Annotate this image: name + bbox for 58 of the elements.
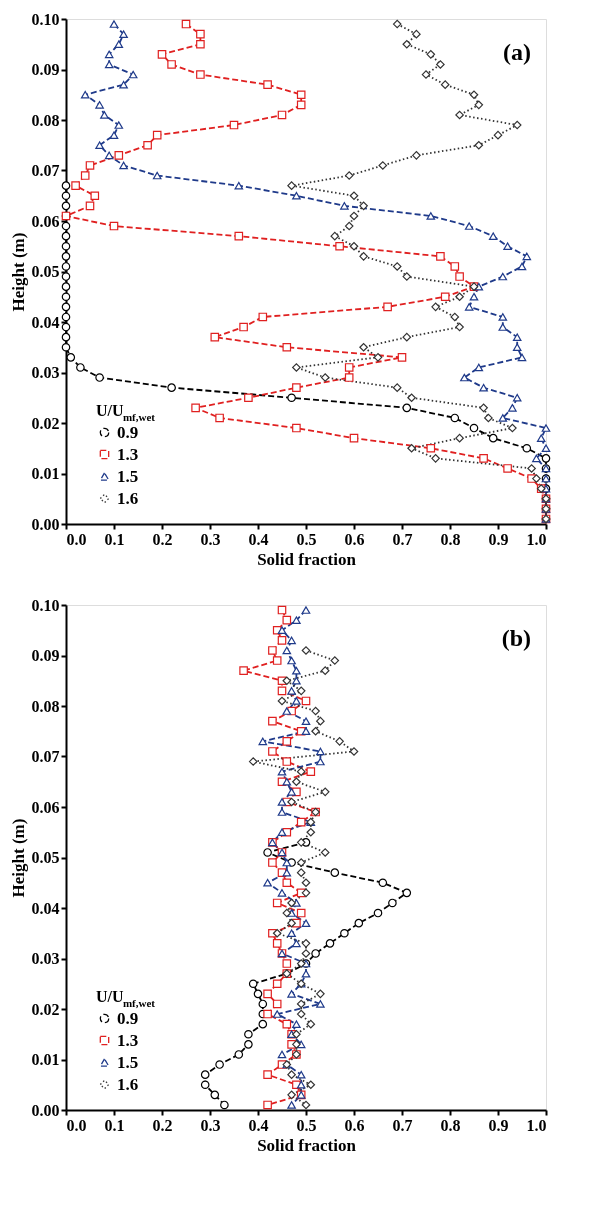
x-tick-label: 0.5 [296,530,317,548]
legend-label: 0.9 [117,422,139,442]
y-tick-label: 0.00 [31,1101,60,1119]
x-tick-label: 0.2 [152,1116,173,1134]
x-axis-title: Solid fraction [257,1135,357,1155]
y-tick-label: 0.05 [31,263,60,280]
x-tick-label: 0.6 [344,1116,365,1134]
y-axis-title: Height (m) [8,232,28,312]
y-tick-label: 0.06 [31,798,60,816]
x-tick-label: 0.3 [200,1116,221,1134]
y-tick-label: 0.07 [31,748,60,765]
x-tick-label: 0.3 [200,530,221,548]
y-tick-label: 0.02 [31,1000,60,1018]
annotation: (a) [503,39,531,65]
x-tick-label: 1.0 [526,1116,547,1134]
y-tick-label: 0.04 [31,899,60,917]
y-tick-label: 0.03 [31,950,60,967]
y-tick-label: 0.02 [31,414,60,432]
annotation: (b) [501,625,531,651]
x-tick-label: 0.0 [66,1116,87,1134]
y-tick-label: 0.06 [31,212,60,230]
x-tick-label: 0.7 [392,530,413,548]
x-tick-label: 0.4 [248,1116,269,1134]
x-tick-label: 0.0 [66,530,87,548]
y-tick-label: 0.10 [31,596,60,614]
x-tick-label: 0.5 [296,1116,317,1134]
y-tick-label: 0.01 [31,1051,60,1068]
x-axis-title: Solid fraction [257,549,357,569]
y-tick-label: 0.08 [31,697,60,715]
x-tick-label: 0.1 [104,1116,125,1134]
y-tick-label: 0.00 [31,515,60,533]
legend-label: 1.3 [117,444,139,464]
legend-label: 1.6 [117,488,139,508]
legend-label: 1.6 [117,1074,139,1094]
x-tick-label: 0.4 [248,530,269,548]
y-tick-label: 0.08 [31,111,60,129]
y-tick-label: 0.01 [31,465,60,482]
x-tick-label: 0.1 [104,530,125,548]
y-tick-label: 0.05 [31,849,60,866]
x-tick-label: 0.9 [488,530,509,548]
x-tick-label: 1.0 [526,530,547,548]
y-tick-label: 0.09 [31,647,60,664]
y-tick-label: 0.10 [31,10,60,28]
x-tick-label: 0.9 [488,1116,509,1134]
y-tick-label: 0.03 [31,364,60,381]
legend-label: 0.9 [117,1008,139,1028]
y-tick-label: 0.04 [31,313,60,331]
x-tick-label: 0.8 [440,530,461,548]
y-tick-label: 0.09 [31,61,60,78]
y-axis-title: Height (m) [8,818,28,898]
legend-label: 1.3 [117,1030,139,1050]
legend-label: 1.5 [117,466,139,486]
x-tick-label: 0.7 [392,1116,413,1134]
y-tick-label: 0.07 [31,162,60,179]
legend-label: 1.5 [117,1052,139,1072]
x-tick-label: 0.8 [440,1116,461,1134]
x-tick-label: 0.6 [344,530,365,548]
x-tick-label: 0.2 [152,530,173,548]
